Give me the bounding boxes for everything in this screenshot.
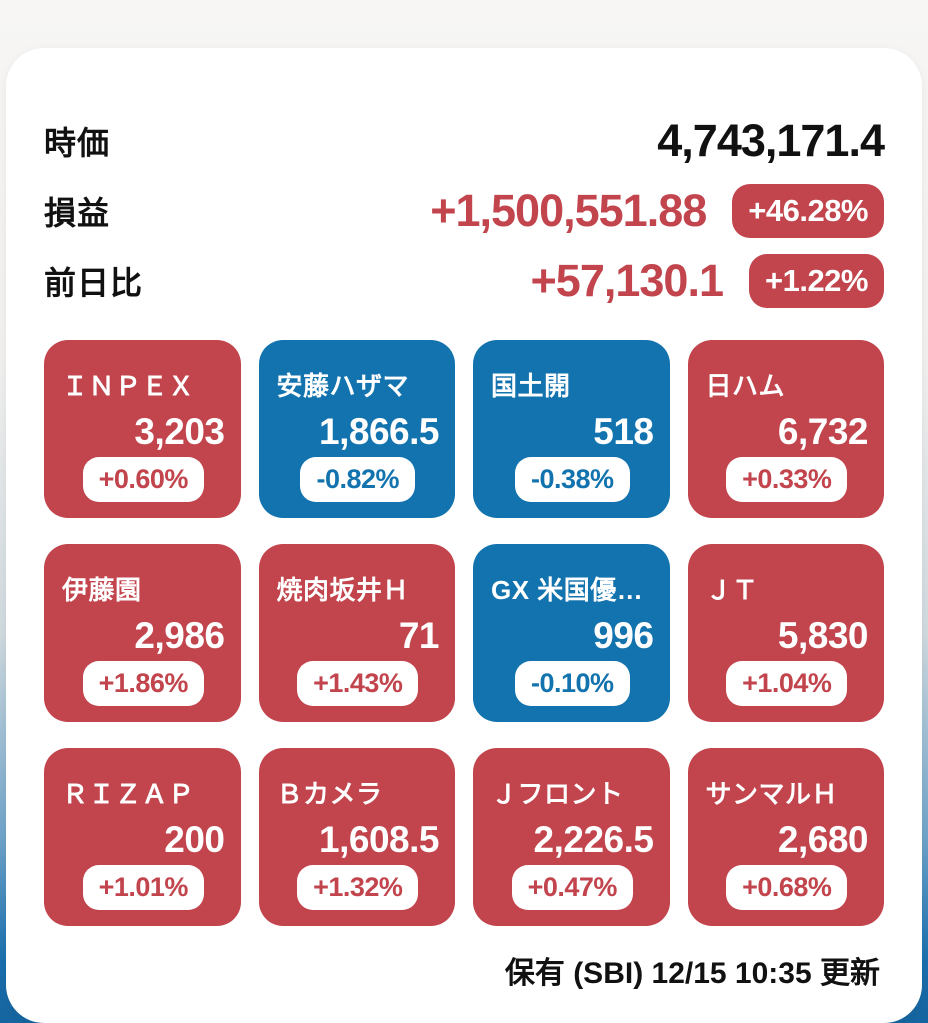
market-value: 4,743,171.4 — [657, 115, 885, 166]
summary-row-day-change: 前日比 +57,130.1 +1.22% — [44, 246, 884, 316]
stock-tile-sanmaru-h[interactable]: サンマルＨ 2,680 +0.68% — [687, 748, 884, 926]
stock-price: 200 — [164, 819, 225, 860]
stock-price: 2,986 — [134, 615, 225, 656]
portfolio-widget-card: 時価 4,743,171.4 損益 +1,500,551.88 +46.28% … — [6, 48, 922, 1023]
stock-name: 日ハム — [705, 371, 786, 401]
holdings-grid: ＩＮＰＥＸ 3,203 +0.60% 安藤ハザマ 1,866.5 -0.82% … — [6, 340, 922, 926]
stock-name: 安藤ハザマ — [276, 371, 410, 401]
stock-name: 伊藤園 — [62, 575, 142, 605]
stock-tile-rizap[interactable]: ＲＩＺＡＰ 200 +1.01% — [44, 748, 241, 926]
stock-price: 5,830 — [777, 615, 869, 656]
change-badge: +1.32% — [297, 865, 419, 910]
profit-loss-label: 損益 — [44, 195, 111, 231]
stock-name: サンマルＨ — [705, 779, 839, 809]
stock-name: ＩＮＰＥＸ — [62, 371, 195, 401]
stock-price: 518 — [593, 411, 654, 452]
day-change-label: 前日比 — [44, 265, 144, 301]
change-badge: +0.68% — [726, 865, 848, 910]
summary-section: 時価 4,743,171.4 損益 +1,500,551.88 +46.28% … — [6, 48, 922, 316]
stock-name: GX 米国優… — [491, 575, 644, 605]
stock-price: 3,203 — [134, 411, 225, 452]
stock-tile-b-camera[interactable]: Ｂカメラ 1,608.5 +1.32% — [258, 748, 455, 926]
stock-tile-yakiniku-sakai[interactable]: 焼肉坂井Ｈ 71 +1.43% — [258, 544, 455, 722]
stock-price: 1,866.5 — [319, 411, 439, 452]
stock-tile-itoen[interactable]: 伊藤園 2,986 +1.86% — [44, 544, 241, 722]
stock-name: Ｊフロント — [491, 779, 624, 809]
stock-price: 71 — [398, 615, 440, 656]
day-change-value: +57,130.1 — [530, 255, 724, 306]
change-badge: +1.43% — [297, 661, 419, 706]
change-badge: +0.47% — [511, 865, 633, 910]
profit-loss-value: +1,500,551.88 — [430, 185, 707, 236]
stock-price: 1,608.5 — [319, 819, 439, 860]
stock-name: ＲＩＺＡＰ — [62, 779, 195, 809]
stock-tile-inpex[interactable]: ＩＮＰＥＸ 3,203 +0.60% — [44, 340, 241, 518]
stock-name: 焼肉坂井Ｈ — [276, 575, 410, 605]
stock-name: Ｂカメラ — [276, 779, 383, 809]
stock-price: 996 — [593, 615, 654, 656]
change-badge: -0.38% — [514, 457, 630, 502]
change-badge: +0.60% — [82, 457, 204, 502]
change-badge: -0.82% — [300, 457, 416, 502]
stock-name: ＪＴ — [705, 575, 759, 605]
stock-price: 6,732 — [777, 411, 869, 452]
day-change-percent-badge: +1.22% — [748, 254, 884, 308]
change-badge: +1.86% — [82, 661, 204, 706]
stock-tile-j-front[interactable]: Ｊフロント 2,226.5 +0.47% — [473, 748, 670, 926]
change-badge: -0.10% — [514, 661, 630, 706]
change-badge: +1.01% — [82, 865, 204, 910]
stock-price: 2,680 — [777, 819, 869, 860]
stock-price: 2,226.5 — [533, 819, 654, 860]
stock-name: 国土開 — [491, 371, 571, 401]
stock-tile-gx-us-pref[interactable]: GX 米国優… 996 -0.10% — [473, 544, 670, 722]
profit-loss-percent-badge: +46.28% — [732, 184, 884, 238]
stock-tile-nichiham[interactable]: 日ハム 6,732 +0.33% — [687, 340, 884, 518]
change-badge: +1.04% — [726, 661, 848, 706]
stock-tile-kokudokai[interactable]: 国土開 518 -0.38% — [473, 340, 670, 518]
change-badge: +0.33% — [726, 457, 848, 502]
summary-row-market-value: 時価 4,743,171.4 — [44, 106, 885, 176]
stock-tile-ando-hazama[interactable]: 安藤ハザマ 1,866.5 -0.82% — [258, 340, 455, 518]
stock-tile-jt[interactable]: ＪＴ 5,830 +1.04% — [687, 544, 884, 722]
market-value-label: 時価 — [44, 125, 111, 161]
summary-row-profit-loss: 損益 +1,500,551.88 +46.28% — [44, 176, 884, 246]
update-status: 保有 (SBI) 12/15 10:35 更新 — [504, 957, 880, 990]
